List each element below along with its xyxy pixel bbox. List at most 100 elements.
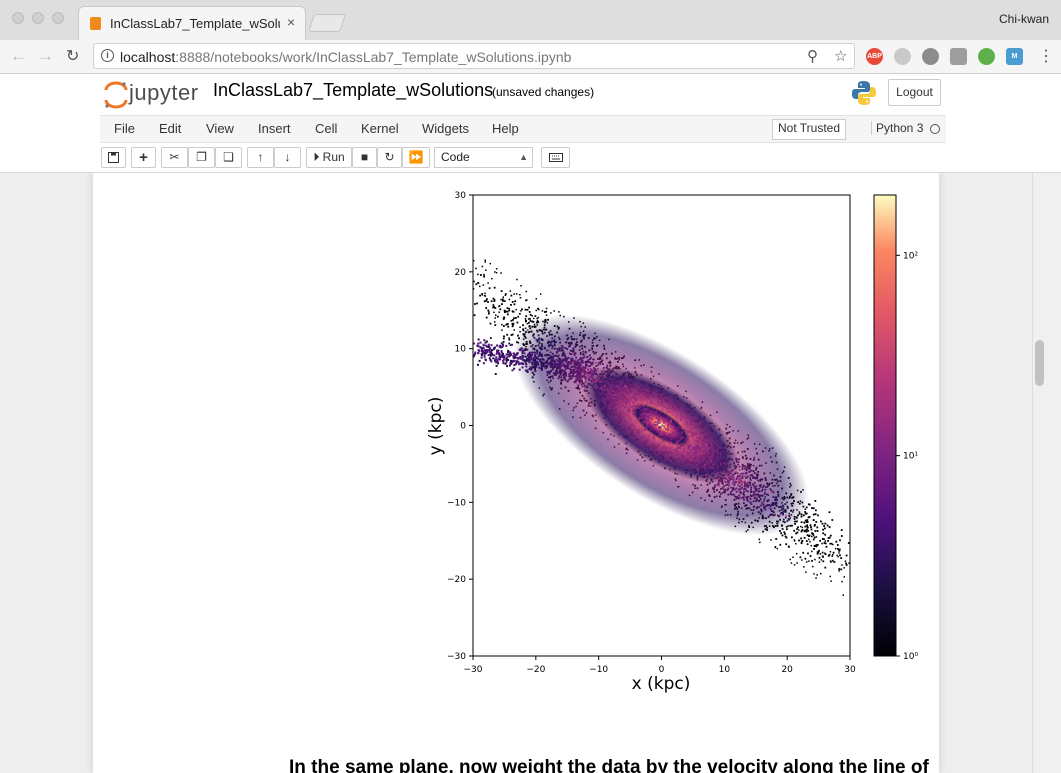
- back-icon[interactable]: ←: [10, 46, 27, 65]
- density-pixel: [498, 353, 501, 356]
- notebook-scrollbar[interactable]: [1032, 173, 1061, 773]
- density-pixel: [792, 556, 794, 558]
- density-pixel: [644, 408, 647, 410]
- density-pixel: [596, 385, 599, 388]
- density-pixel: [831, 519, 834, 521]
- density-pixel: [870, 591, 872, 593]
- insert-cell-button[interactable]: +: [131, 147, 156, 168]
- interrupt-button[interactable]: ■: [352, 147, 377, 168]
- move-down-button[interactable]: ↓: [274, 147, 301, 168]
- density-pixel: [474, 353, 476, 356]
- density-pixel: [641, 413, 644, 416]
- adblock-icon[interactable]: ABP: [866, 48, 883, 65]
- address-bar[interactable]: i localhost:8888/notebooks/work/InClassL…: [93, 43, 855, 69]
- bookmark-star-icon[interactable]: ☆: [834, 48, 848, 65]
- cloud-icon[interactable]: [894, 48, 911, 65]
- x-tick-label: −30: [464, 665, 483, 675]
- density-pixel: [649, 409, 652, 412]
- square-extension-icon[interactable]: [950, 48, 967, 65]
- density-pixel: [544, 311, 546, 313]
- density-pixel: [798, 539, 800, 542]
- menu-kernel[interactable]: Kernel: [361, 121, 399, 136]
- density-pixel: [621, 391, 624, 393]
- close-tab-icon[interactable]: ×: [287, 14, 296, 30]
- logout-button[interactable]: Logout: [888, 79, 941, 106]
- move-up-button[interactable]: ↑: [247, 147, 274, 168]
- density-pixel: [681, 431, 683, 433]
- cast-icon[interactable]: [922, 48, 939, 65]
- x-axis-label: x (kpc): [632, 674, 691, 694]
- density-pixel: [513, 364, 516, 367]
- density-pixel: [763, 505, 766, 507]
- info-icon[interactable]: i: [101, 49, 114, 62]
- density-pixel: [604, 387, 607, 389]
- forward-icon[interactable]: →: [37, 46, 54, 65]
- circle-extension-icon[interactable]: [978, 48, 995, 65]
- density-pixel: [482, 343, 485, 346]
- density-pixel: [726, 473, 729, 476]
- browser-tab[interactable]: InClassLab7_Template_wSolutions ×: [78, 6, 306, 40]
- density-pixel: [604, 375, 606, 377]
- density-pixel: [532, 317, 535, 320]
- notebook-page: −30 −20 −10 0 10 20 30 30 20 10 0 −10 −20 −30 x (kpc)…: [93, 173, 939, 773]
- scrollbar-thumb[interactable]: [1035, 340, 1044, 386]
- menu-insert[interactable]: Insert: [258, 121, 291, 136]
- close-window-button[interactable]: [12, 12, 24, 24]
- density-pixel: [631, 408, 634, 410]
- profile-name[interactable]: Chi-kwan: [998, 12, 1049, 26]
- url-text[interactable]: localhost:8888/notebooks/work/InClassLab…: [120, 49, 571, 65]
- density-pixel: [654, 421, 656, 424]
- x-tick-label: 20: [781, 665, 793, 675]
- cell-type-select[interactable]: Code ▲: [434, 147, 533, 168]
- density-pixel: [681, 455, 684, 458]
- density-pixel: [487, 282, 489, 284]
- paste-button[interactable]: ❏: [215, 147, 242, 168]
- density-pixel: [685, 456, 688, 459]
- density-pixel: [759, 505, 762, 508]
- density-pixel: [723, 477, 725, 480]
- density-pixel: [611, 383, 614, 386]
- density-pixel: [824, 527, 826, 530]
- density-pixel: [511, 323, 514, 325]
- menu-edit[interactable]: Edit: [159, 121, 182, 136]
- copy-button[interactable]: ❐: [188, 147, 215, 168]
- m-extension-icon[interactable]: M: [1006, 48, 1023, 65]
- zoom-icon[interactable]: ⚲: [807, 48, 818, 65]
- density-pixel: [820, 559, 823, 561]
- x-tick-label: 10: [719, 665, 731, 675]
- density-pixel: [485, 359, 487, 362]
- density-pixel: [639, 403, 642, 406]
- jupyter-logo-text[interactable]: jupyter: [129, 80, 199, 105]
- jupyter-logo-icon[interactable]: [104, 80, 128, 110]
- density-pixel: [686, 430, 689, 433]
- minimize-window-button[interactable]: [32, 12, 44, 24]
- density-pixel: [731, 482, 734, 485]
- run-button[interactable]: ⏵ Run: [306, 147, 352, 168]
- restart-run-all-button[interactable]: ⏩: [402, 147, 430, 168]
- density-pixel: [469, 256, 471, 257]
- browser-menu-icon[interactable]: ⋮: [1038, 48, 1054, 65]
- trust-status-button[interactable]: Not Trusted: [772, 119, 847, 140]
- zoom-window-button[interactable]: [52, 12, 64, 24]
- new-tab-button[interactable]: [308, 14, 346, 32]
- menu-view[interactable]: View: [206, 121, 234, 136]
- density-pixel: [458, 288, 460, 290]
- command-palette-button[interactable]: [541, 147, 570, 168]
- restart-button[interactable]: ↻: [377, 147, 402, 168]
- density-pixel: [897, 604, 899, 606]
- density-pixel: [816, 526, 819, 529]
- menu-help[interactable]: Help: [492, 121, 519, 136]
- density-pixel: [717, 474, 720, 476]
- reload-icon[interactable]: ↻: [66, 48, 80, 65]
- density-pixel: [793, 539, 796, 541]
- url-host: localhost: [120, 49, 176, 65]
- save-button[interactable]: [101, 147, 126, 168]
- menu-cell[interactable]: Cell: [315, 121, 338, 136]
- density-pixel: [575, 382, 578, 385]
- density-pixel: [827, 540, 829, 542]
- cut-button[interactable]: ✂: [161, 147, 188, 168]
- notebook-name[interactable]: InClassLab7_Template_wSolutions: [213, 80, 494, 100]
- menu-file[interactable]: File: [114, 121, 135, 136]
- density-pixel: [704, 463, 707, 466]
- menu-widgets[interactable]: Widgets: [422, 121, 469, 136]
